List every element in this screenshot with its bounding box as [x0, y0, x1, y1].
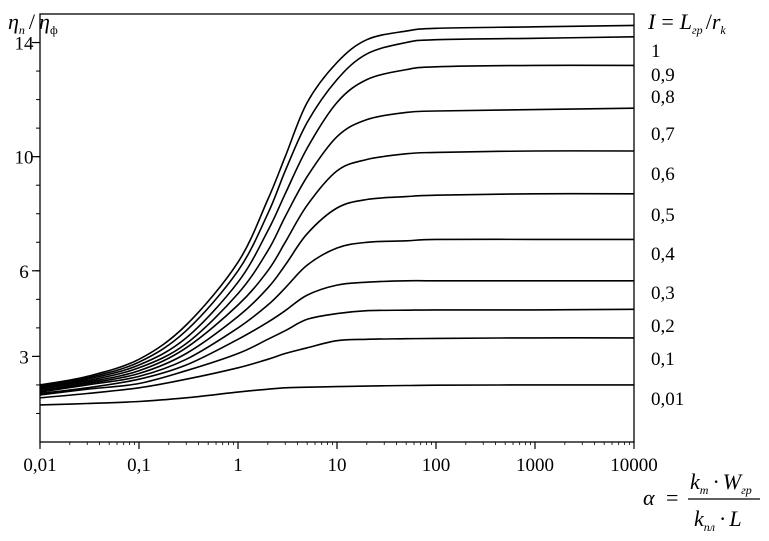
- x-tick-label: 100: [422, 455, 451, 476]
- x-tick-label: 1000: [516, 455, 554, 476]
- svg-text:α: α: [643, 485, 655, 510]
- curves: [39, 24, 635, 406]
- series-line-2: [39, 36, 635, 388]
- series-label: 1: [651, 41, 661, 62]
- y-tick-label: 6: [19, 262, 29, 283]
- series-label: 0,01: [651, 389, 684, 410]
- series-label: 0,3: [651, 283, 675, 304]
- x-tick-label: 0,01: [23, 455, 56, 476]
- series-label: 0,7: [651, 124, 675, 145]
- series-label: 0,5: [651, 205, 675, 226]
- x-tick-label: 0,1: [127, 455, 151, 476]
- legend-title: I = Lгр/rk: [647, 9, 726, 37]
- series-line-8: [39, 279, 634, 395]
- series-line-3: [39, 64, 635, 389]
- y-axis-title: ηп / ηф: [8, 9, 58, 37]
- y-tick-label: 10: [15, 148, 34, 169]
- series-label: 0,1: [651, 349, 675, 370]
- series-label: 0,4: [651, 244, 675, 265]
- svg-text:kт·Wгр: kт · Wгр: [690, 469, 752, 497]
- series-line-6: [39, 192, 635, 392]
- x-axis-title: α = kт · Wгр kпл · L: [643, 469, 760, 534]
- series-label: 0,6: [651, 164, 675, 185]
- labels: 0,01 0,1 1 10 100 1000 10000 3 6 10 14 1 0,90,8 0,7 0,…: [15, 34, 685, 476]
- x-tick-label: 10: [328, 455, 347, 476]
- series-label: 0,9: [651, 65, 675, 86]
- ticks: [32, 41, 635, 449]
- series-label: 0,8: [651, 87, 675, 108]
- x-tick-label: 10000: [610, 455, 658, 476]
- y-tick-label: 14: [15, 34, 35, 55]
- series-line-10: [39, 337, 635, 399]
- y-tick-label: 3: [19, 347, 29, 368]
- series-line-7: [39, 238, 634, 393]
- svg-text:=: =: [666, 485, 678, 510]
- series-line-11: [39, 384, 634, 406]
- series-line-1: [39, 24, 635, 386]
- series-line-4: [39, 107, 635, 389]
- svg-text:kпл·L: kпл · L: [694, 506, 742, 534]
- x-tick-label: 1: [233, 455, 243, 476]
- series-label: 0,2: [651, 316, 675, 337]
- series-line-9: [39, 308, 635, 396]
- series-line-5: [39, 150, 635, 390]
